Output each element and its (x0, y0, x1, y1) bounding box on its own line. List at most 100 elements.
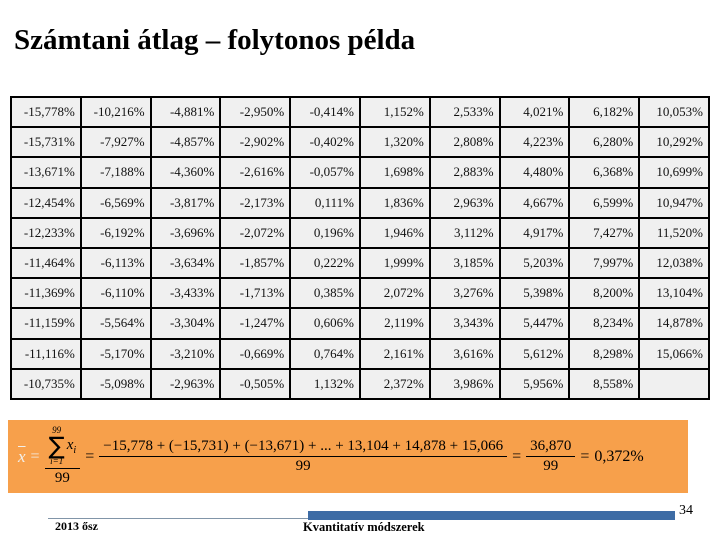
total-denominator: 99 (543, 458, 559, 474)
table-cell: 10,947% (638, 186, 710, 219)
table-cell: -12,233% (10, 216, 82, 249)
page-number: 34 (679, 503, 693, 518)
table-cell: 10,053% (638, 95, 710, 129)
table-row: -11,116% -5,170% -3,210% -0,669% 0,764% 2,161… (10, 337, 710, 370)
table-cell: 8,558% (568, 367, 641, 401)
mean-symbol: x (18, 446, 26, 466)
table-cell: -5,170% (79, 337, 152, 370)
table-cell: 5,203% (498, 246, 571, 280)
table-cell: -5,098% (79, 367, 152, 401)
table-cell: 8,200% (568, 277, 641, 310)
table-row: -11,159% -5,564% -3,304% -1,247% 0,606% 2,119… (10, 307, 710, 340)
table-cell: 5,447% (498, 307, 571, 340)
table-cell: 2,883% (428, 156, 501, 189)
table-cell: -3,696% (149, 216, 222, 249)
table-cell: -2,963% (149, 367, 222, 401)
table-cell: -13,671% (10, 156, 82, 189)
table-cell: 1,836% (358, 186, 431, 219)
table-cell: 12,038% (638, 246, 710, 280)
table-cell (638, 367, 710, 401)
table-cell: 7,997% (568, 246, 641, 280)
table-cell: 4,480% (498, 156, 571, 189)
footer-divider-line (48, 518, 308, 519)
table-cell: -3,433% (149, 277, 222, 310)
table-cell: 2,963% (428, 186, 501, 219)
table-cell: 1,320% (358, 126, 431, 159)
table-cell: 2,072% (358, 277, 431, 310)
sum-lower-limit: i=1 (50, 456, 64, 467)
data-table-body: -15,778% -10,216% -4,881% -2,950% -0,414% 1,1… (10, 95, 710, 401)
table-cell: 4,917% (498, 216, 571, 249)
table-cell: 2,533% (428, 95, 501, 129)
expansion-fraction: −15,778 + (−15,731) + (−13,671) + ... + … (99, 438, 508, 475)
table-cell: 0,606% (289, 307, 361, 340)
table-cell: -10,216% (79, 95, 152, 129)
table-cell: 8,298% (568, 337, 641, 370)
table-row: -10,735% -5,098% -2,963% -0,505% 1,132% 2,372… (10, 367, 710, 401)
table-cell: -5,564% (79, 307, 152, 340)
table-cell: 1,999% (358, 246, 431, 280)
equals-sign: = (85, 447, 95, 465)
table-cell: -11,159% (10, 307, 82, 340)
table-cell: -10,735% (10, 367, 82, 401)
table-cell: 2,808% (428, 126, 501, 159)
sum-denominator: 99 (54, 470, 70, 487)
table-cell: 3,343% (428, 307, 501, 340)
table-cell: -1,247% (219, 307, 292, 340)
expansion-numerator: −15,778 + (−15,731) + (−13,671) + ... + … (99, 438, 508, 457)
table-cell: 10,699% (638, 156, 710, 189)
table-cell: 1,152% (358, 95, 431, 129)
table-cell: 3,185% (428, 246, 501, 280)
table-cell: -15,778% (10, 95, 82, 129)
table-cell: -1,857% (219, 246, 292, 280)
table-cell: 8,234% (568, 307, 641, 340)
table-cell: -0,669% (219, 337, 292, 370)
table-cell: -3,304% (149, 307, 222, 340)
table-row: -12,454% -6,569% -3,817% -2,173% 0,111% 1,836… (10, 186, 710, 219)
table-cell: 3,616% (428, 337, 501, 370)
sigma-block: 99 ∑ i=1 (48, 424, 65, 467)
data-table: -15,778% -10,216% -4,881% -2,950% -0,414% 1,1… (10, 95, 710, 401)
table-cell: -6,110% (79, 277, 152, 310)
table-cell: 11,520% (638, 216, 710, 249)
sum-upper-limit: 99 (52, 424, 62, 435)
table-cell: -2,072% (219, 216, 292, 249)
formula-result: 0,372% (594, 447, 644, 465)
table-cell: -6,192% (79, 216, 152, 249)
table-cell: 3,986% (428, 367, 501, 401)
sigma-icon: ∑ (48, 431, 65, 460)
table-cell: -6,113% (79, 246, 152, 280)
table-cell: 3,112% (428, 216, 501, 249)
table-cell: 0,764% (289, 337, 361, 370)
table-cell: -2,616% (219, 156, 292, 189)
table-cell: 7,427% (568, 216, 641, 249)
table-cell: -7,927% (79, 126, 152, 159)
table-cell: 6,368% (568, 156, 641, 189)
equals-sign: = (580, 447, 590, 465)
table-cell: 4,667% (498, 186, 571, 219)
table-cell: 6,182% (568, 95, 641, 129)
sum-fraction: 99 ∑ i=1 xi 99 (44, 424, 81, 487)
table-cell: 4,021% (498, 95, 571, 129)
table-cell: 10,292% (638, 126, 710, 159)
table-cell: -6,569% (79, 186, 152, 219)
table-row: -13,671% -7,188% -4,360% -2,616% -0,057% 1,69… (10, 156, 710, 189)
footer-date: 2013 ősz (55, 519, 98, 533)
table-cell: -0,402% (289, 126, 361, 159)
table-cell: 14,878% (638, 307, 710, 340)
table-cell: -2,902% (219, 126, 292, 159)
table-cell: -11,116% (10, 337, 82, 370)
table-cell: 13,104% (638, 277, 710, 310)
formula-box: x = 99 ∑ i=1 xi 99 = −15,778 + (−15,731)… (8, 420, 688, 493)
table-cell: -2,173% (219, 186, 292, 219)
table-cell: 1,132% (289, 367, 361, 401)
total-numerator: 36,870 (526, 438, 576, 457)
table-row: -11,464% -6,113% -3,634% -1,857% 0,222% 1,999… (10, 246, 710, 280)
table-cell: -15,731% (10, 126, 82, 159)
table-cell: -4,881% (149, 95, 222, 129)
table-cell: 6,599% (568, 186, 641, 219)
table-cell: 5,398% (498, 277, 571, 310)
table-cell: -11,369% (10, 277, 82, 310)
equals-sign: = (30, 447, 40, 465)
